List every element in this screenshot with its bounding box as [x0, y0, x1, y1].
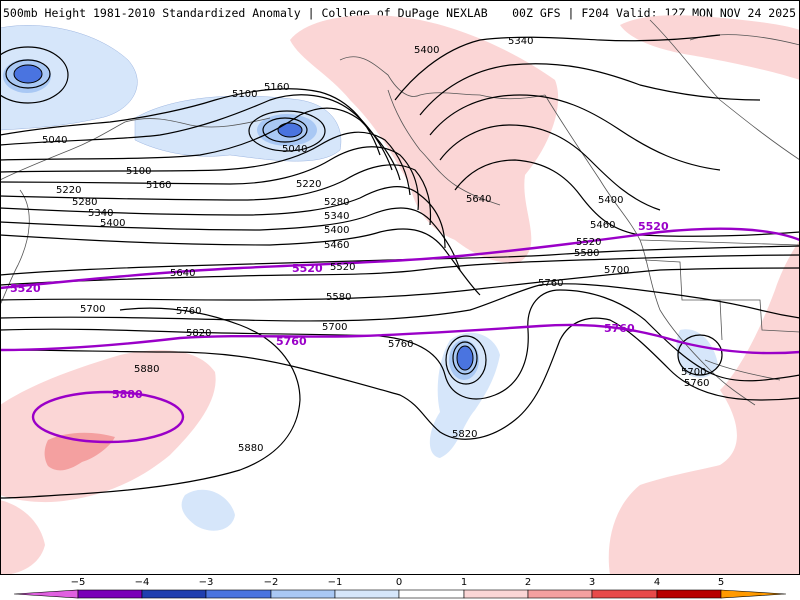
label-5520-highlight-c: 5520	[638, 220, 669, 233]
label-5160-b: 5160	[146, 180, 171, 191]
label-5520-b: 5520	[330, 262, 355, 273]
pos-anomaly-west-pacific-2	[0, 500, 45, 575]
pos-anomaly-northeast	[620, 15, 800, 80]
label-5880-highlight: 5880	[112, 388, 143, 401]
label-5640-b: 5640	[466, 194, 491, 205]
label-5040-a: 5040	[42, 135, 67, 146]
colorbar-seg-neg1	[270, 589, 336, 599]
label-5220-a: 5220	[56, 185, 81, 196]
colorbar-tick-label: 3	[589, 577, 595, 588]
label-5100-b: 5100	[126, 166, 151, 177]
label-5640-a: 5640	[170, 268, 195, 279]
label-5160-a: 5160	[264, 82, 289, 93]
label-5400-c: 5400	[414, 45, 439, 56]
label-5820-b: 5820	[452, 429, 477, 440]
highlight-labels: 5520 5520 5520 5760 5760 5880	[10, 220, 669, 401]
label-5700-a: 5700	[80, 304, 105, 315]
label-5700-c: 5700	[604, 265, 629, 276]
colorbar-seg-pos3	[591, 589, 658, 599]
colorbar-seg-zero	[398, 589, 465, 599]
label-5280-a: 5280	[72, 197, 97, 208]
colorbar-tick-label: 5	[718, 577, 724, 588]
label-5400-d: 5400	[598, 195, 623, 206]
colorbar-tick-label: 2	[525, 577, 531, 588]
label-5760-highlight-a: 5760	[276, 335, 307, 348]
contour-labels: 5040 5040 5100 5100 5160 5160 5220 5220 …	[42, 36, 709, 454]
colorbar-tick-label: −5	[71, 577, 86, 588]
label-5100-a: 5100	[232, 89, 257, 100]
contour-5880-highlight	[31, 390, 185, 444]
label-5820-a: 5820	[186, 328, 211, 339]
label-5760-highlight-b: 5760	[604, 322, 635, 335]
contour-5760-highlight	[0, 323, 800, 355]
pos-anomaly-east	[608, 240, 800, 575]
label-5040-b: 5040	[282, 144, 307, 155]
label-5400-b: 5400	[324, 225, 349, 236]
label-5340-a: 5340	[88, 208, 113, 219]
label-5460-b: 5460	[590, 220, 615, 231]
colorbar-tick-label: −4	[135, 577, 150, 588]
contour-5520-highlight	[0, 227, 800, 290]
closed-lows	[0, 46, 723, 385]
colorbar: −5 −4 −3 −2 −1 0 1 2 3 4 5	[0, 575, 800, 600]
label-5520-highlight-b: 5520	[292, 262, 323, 275]
label-5760-a: 5760	[176, 306, 201, 317]
label-5460-a: 5460	[324, 240, 349, 251]
colorbar-tick-label: −2	[264, 577, 279, 588]
label-5580-b: 5580	[574, 248, 599, 259]
colorbar-seg-neg0	[334, 589, 400, 599]
model-valid-time: 00Z GFS | F204 Valid: 12Z MON NOV 24 202…	[512, 6, 796, 20]
colorbar-seg-neg4	[77, 589, 143, 599]
anomaly-fills	[0, 15, 800, 575]
neg-anomaly-nw-center	[13, 64, 43, 84]
label-5340-c: 5340	[508, 36, 533, 47]
neg-anomaly-nw	[0, 25, 138, 131]
colorbar-tick-label: −1	[328, 577, 343, 588]
label-5520-c: 5520	[576, 237, 601, 248]
colorbar-tick-label: 0	[396, 577, 402, 588]
highlight-contours	[0, 227, 800, 444]
label-5220-b: 5220	[296, 179, 321, 190]
neg-anomaly-subtropical	[181, 489, 235, 531]
colorbar-end-right	[720, 589, 787, 599]
neg-anomaly-sw-us	[676, 329, 718, 378]
colorbar-seg-pos2	[527, 589, 593, 599]
colorbar-seg-pos1	[463, 589, 529, 599]
neg-anomaly-bering-center	[277, 122, 303, 138]
colorbar-seg-pos4	[656, 589, 722, 599]
label-5700-b: 5700	[322, 322, 347, 333]
label-5340-b: 5340	[324, 211, 349, 222]
label-5520-highlight-a: 5520	[10, 282, 41, 295]
pos-anomaly-alaska	[290, 15, 559, 263]
colorbar-tick-label: 4	[654, 577, 660, 588]
neg-anomaly-central-center	[456, 345, 474, 371]
label-5880-b: 5880	[238, 443, 263, 454]
colorbar-seg-neg2	[205, 589, 272, 599]
pos-anomaly-west-pacific	[0, 350, 216, 503]
colorbar-seg-neg3	[141, 589, 207, 599]
colorbar-ticks: −5 −4 −3 −2 −1 0 1 2 3 4 5	[71, 577, 725, 588]
label-5760-b: 5760	[388, 339, 413, 350]
label-5880-a: 5880	[134, 364, 159, 375]
colorbar-tick-label: 1	[461, 577, 467, 588]
label-5700-d: 5700	[681, 367, 706, 378]
label-5400-a: 5400	[100, 218, 125, 229]
label-5280-b: 5280	[324, 197, 349, 208]
colorbar-segments	[13, 589, 787, 599]
label-5760-d: 5760	[684, 378, 709, 389]
colorbar-tick-label: −3	[199, 577, 214, 588]
label-5760-c: 5760	[538, 278, 563, 289]
neg-anomaly-central-pacific	[429, 332, 500, 458]
label-5580-a: 5580	[326, 292, 351, 303]
